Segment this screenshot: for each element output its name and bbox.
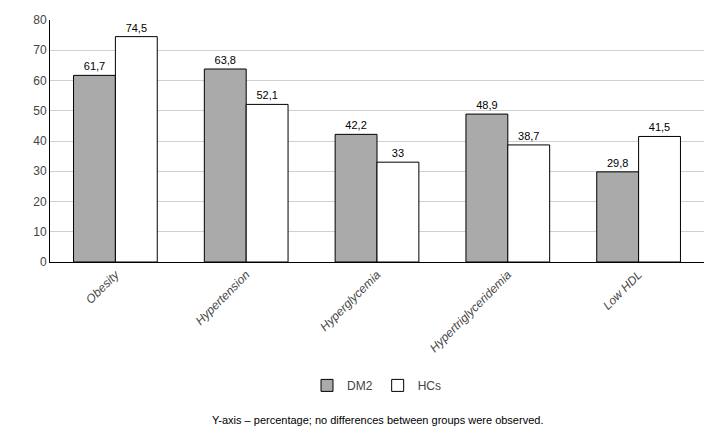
svg-text:40: 40 bbox=[33, 134, 47, 148]
svg-text:Obesity: Obesity bbox=[83, 267, 122, 306]
svg-text:41,5: 41,5 bbox=[649, 121, 670, 133]
svg-text:Hyperglycemia: Hyperglycemia bbox=[317, 268, 383, 334]
svg-text:61,7: 61,7 bbox=[84, 60, 105, 72]
svg-text:Hypertriglyceridemia: Hypertriglyceridemia bbox=[427, 268, 514, 355]
svg-text:20: 20 bbox=[33, 195, 47, 209]
svg-text:74,5: 74,5 bbox=[126, 22, 147, 34]
svg-text:63,8: 63,8 bbox=[215, 54, 236, 66]
svg-text:33: 33 bbox=[392, 147, 404, 159]
svg-text:80: 80 bbox=[33, 13, 47, 27]
svg-text:HCs: HCs bbox=[418, 379, 441, 393]
svg-text:29,8: 29,8 bbox=[607, 157, 628, 169]
svg-text:10: 10 bbox=[33, 225, 47, 239]
svg-text:Y-axis – percentage; no differ: Y-axis – percentage; no differences betw… bbox=[212, 414, 543, 426]
svg-text:48,9: 48,9 bbox=[476, 99, 497, 111]
svg-text:38,7: 38,7 bbox=[518, 130, 539, 142]
svg-text:Hypertension: Hypertension bbox=[193, 268, 253, 328]
svg-text:52,1: 52,1 bbox=[256, 89, 277, 101]
svg-text:50: 50 bbox=[33, 104, 47, 118]
svg-text:Low HDL: Low HDL bbox=[600, 268, 645, 313]
svg-text:42,2: 42,2 bbox=[345, 119, 366, 131]
svg-text:60: 60 bbox=[33, 74, 47, 88]
svg-text:0: 0 bbox=[40, 255, 47, 269]
svg-text:DM2: DM2 bbox=[347, 379, 373, 393]
svg-text:30: 30 bbox=[33, 164, 47, 178]
svg-text:70: 70 bbox=[33, 43, 47, 57]
